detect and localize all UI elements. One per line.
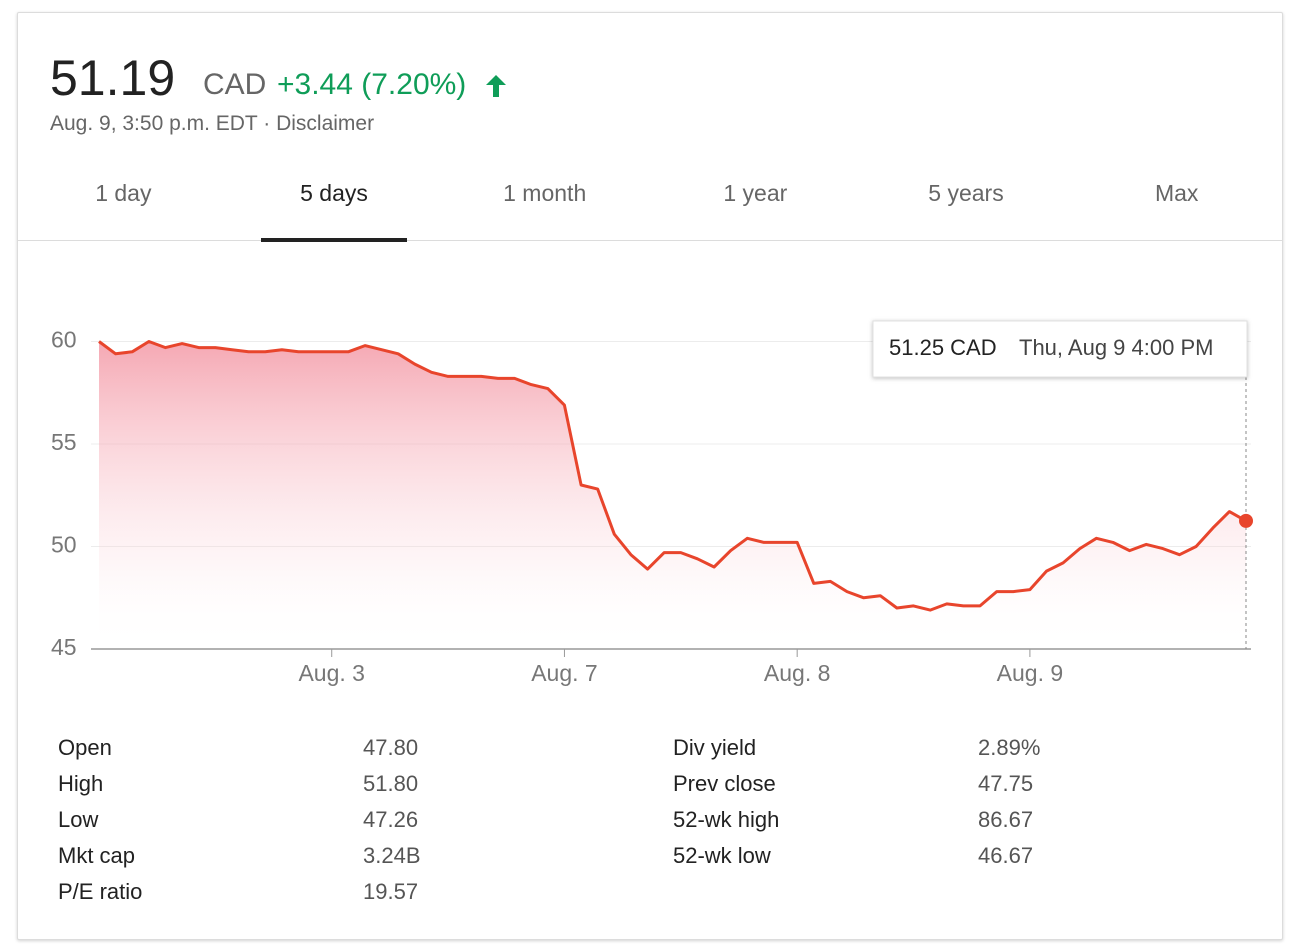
subline: Aug. 9, 3:50 p.m. EDT · Disclaimer	[50, 112, 374, 136]
x-tick-label: Aug. 3	[298, 660, 365, 686]
stat-label: Mkt cap	[58, 843, 136, 868]
x-tick-label: Aug. 9	[997, 660, 1064, 686]
stat-value: 86.67	[978, 807, 1034, 832]
stat-label: Low	[58, 807, 99, 832]
area	[99, 341, 1246, 649]
tab[interactable]: 1 year	[723, 180, 788, 206]
stat-label: Open	[58, 735, 112, 760]
x-tick-label: Aug. 7	[531, 660, 598, 686]
timestamp: Aug. 9, 3:50 p.m. EDT	[50, 112, 258, 135]
y-tick-label: 55	[51, 429, 77, 455]
stat-label: Div yield	[673, 735, 757, 760]
stock-card: 51.19 CAD +3.44 (7.20%) Aug. 9, 3:50 p.m…	[17, 12, 1283, 940]
tab[interactable]: 5 years	[928, 180, 1004, 206]
tooltip-box	[872, 320, 1248, 378]
tab[interactable]: Max	[1154, 180, 1199, 206]
up-arrow	[486, 75, 506, 97]
stat-value: 51.80	[363, 771, 419, 796]
change: +3.44 (7.20%)	[277, 68, 467, 101]
stat-value: 2.89%	[978, 735, 1041, 760]
stat-label: 52-wk high	[673, 807, 780, 832]
stat-label: P/E ratio	[58, 879, 143, 904]
stat-value: 3.24B	[363, 843, 421, 868]
chart: 45 50 55 60 Aug. 3 Aug. 7 Aug. 8 Aug. 9 51.25 CA…	[51, 320, 1253, 686]
stat-value: 47.75	[978, 771, 1034, 796]
currency: CAD	[203, 68, 267, 101]
x-tick-label: Aug. 8	[764, 660, 831, 686]
stat-value: 19.57	[363, 879, 419, 904]
hover-point	[1239, 513, 1253, 528]
y-tick-label: 50	[51, 532, 77, 558]
tab[interactable]: 5 days	[229, 163, 440, 242]
stat-label: 52-wk low	[673, 843, 771, 868]
y-tick-label: 60	[51, 327, 77, 353]
range-tabs: 1 day 5 days 1 month 1 year 5 years Max	[18, 163, 1282, 242]
price-line	[98, 340, 1247, 612]
separator: ·	[263, 112, 271, 135]
stat-value: 47.26	[363, 807, 419, 832]
stat-label: High	[58, 771, 104, 796]
tab[interactable]: 1 month	[503, 180, 587, 206]
disclaimer[interactable]: Disclaimer	[276, 112, 375, 135]
stat-value: 47.80	[363, 735, 419, 760]
tab[interactable]: 1 day	[95, 180, 152, 206]
tooltip-value: 51.25 CAD	[889, 335, 997, 360]
tooltip-time: Thu, Aug 9 4:00 PM	[1019, 335, 1213, 360]
price: 51.19	[50, 50, 176, 106]
stat-label: Prev close	[673, 771, 776, 796]
stat-value: 46.67	[978, 843, 1034, 868]
y-tick-label: 45	[51, 634, 77, 660]
